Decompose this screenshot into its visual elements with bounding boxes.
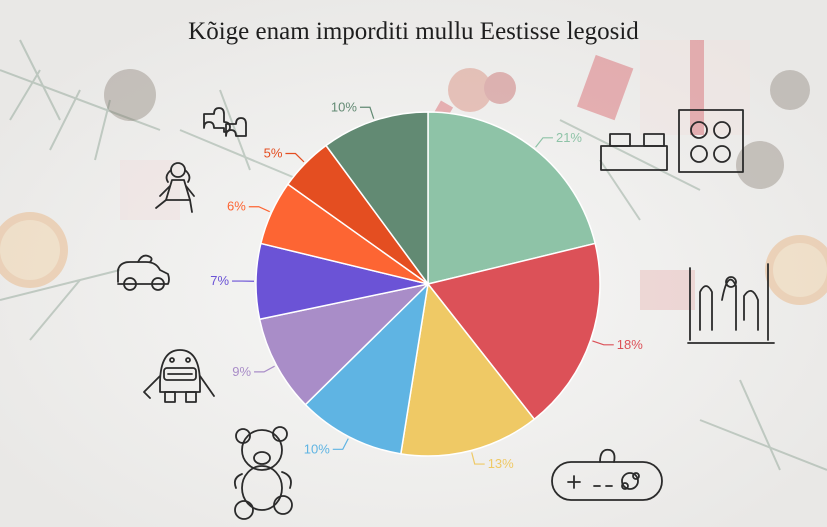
data-label: 10% bbox=[331, 99, 357, 114]
pie-slice bbox=[426, 242, 601, 421]
leader-line bbox=[332, 438, 349, 450]
data-label: 7% bbox=[210, 273, 229, 288]
pie-slice bbox=[427, 111, 597, 285]
doll-icon bbox=[155, 162, 195, 213]
pie-slice bbox=[304, 281, 430, 455]
robot-icon bbox=[143, 349, 215, 403]
puzzle-icon bbox=[203, 107, 247, 137]
data-label: 6% bbox=[227, 199, 246, 214]
pie-slice bbox=[399, 282, 536, 457]
leader-line bbox=[592, 340, 614, 346]
leader-line bbox=[285, 152, 305, 163]
marble-maze-icon bbox=[687, 263, 775, 344]
leader-line bbox=[248, 206, 270, 213]
pie-slice bbox=[258, 282, 431, 406]
data-label: 10% bbox=[304, 441, 330, 456]
data-label: 13% bbox=[488, 456, 514, 471]
chart-title: Kõige enam imporditi mullu Eestisse lego… bbox=[188, 18, 639, 45]
leader-line bbox=[535, 137, 553, 148]
pie-slice bbox=[324, 111, 429, 287]
toy-car-icon bbox=[117, 254, 170, 291]
data-label: 18% bbox=[617, 337, 643, 352]
data-label: 21% bbox=[556, 130, 582, 145]
data-label: 5% bbox=[264, 146, 283, 161]
gamepad-icon bbox=[551, 448, 663, 501]
leader-line bbox=[359, 106, 375, 119]
teddy-bear-icon bbox=[233, 426, 293, 520]
data-label: 9% bbox=[232, 364, 251, 379]
leader-line bbox=[471, 452, 485, 465]
leader-line bbox=[254, 365, 275, 373]
lego-bricks-icon bbox=[600, 109, 744, 173]
